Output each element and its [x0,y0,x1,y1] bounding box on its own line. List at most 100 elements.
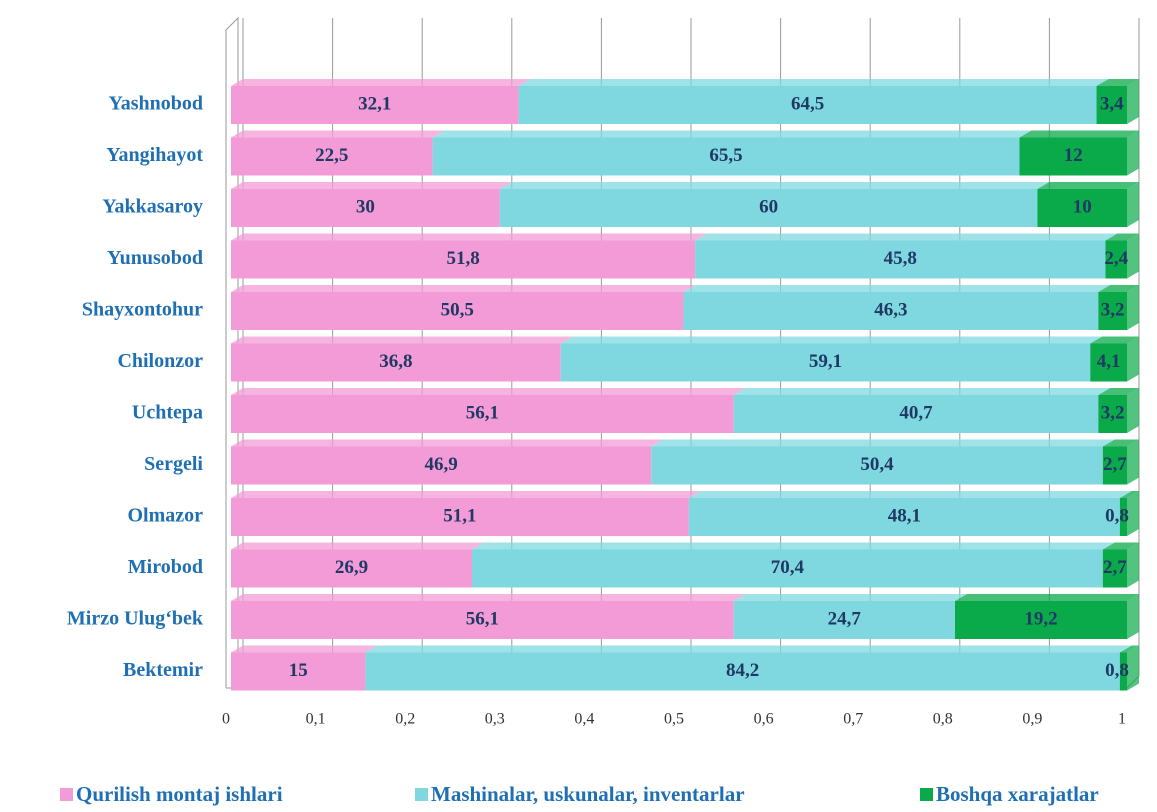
bar-top [1037,182,1139,189]
bar [472,549,1103,588]
category-label: Chilonzor [117,350,203,372]
bar-top [432,130,1032,138]
bar-side [1127,130,1139,176]
bar [231,395,734,433]
bar [733,395,1099,433]
bar [231,498,689,536]
x-tick-label: 0 [222,711,230,728]
data-label: 51,8 [446,248,479,269]
bar [432,137,1020,176]
bar [231,549,473,588]
bar-side [1127,439,1139,485]
bar [1102,446,1127,485]
data-label: 64,5 [791,93,824,114]
data-label: 56,1 [466,608,499,629]
bar [499,189,1038,227]
data-label: 3,4 [1100,93,1124,114]
bar-top [231,79,531,86]
bar [231,292,684,330]
bar-top [1019,130,1139,138]
bar-side [1127,79,1139,124]
x-tick-label: 0,6 [754,711,774,728]
bar [231,601,734,639]
data-label: 48,1 [888,505,921,526]
data-label: 4,1 [1097,351,1121,372]
bar-top [365,645,1132,653]
legend-label: Mashinalar, uskunalar, inventarlar [431,782,745,806]
bar [231,446,652,485]
bar-top [231,542,485,550]
bar-top [231,594,746,601]
bar [231,652,366,691]
bar [365,652,1120,691]
bar-top [1105,233,1139,241]
data-label: 3,2 [1101,402,1125,423]
data-label: 15 [289,660,308,681]
data-label: 19,2 [1024,608,1057,629]
bar [231,240,696,279]
bar-top [560,336,1103,344]
category-label: Shayxontohur [82,299,203,321]
data-label: 50,5 [441,299,474,320]
bar-side [1127,336,1139,382]
legend-swatch [920,788,933,801]
bar [1037,189,1127,227]
bar-top [231,336,573,344]
bar [733,601,955,639]
bar-top [695,233,1118,241]
bar [688,498,1120,536]
x-tick-label: 0,2 [395,711,415,728]
bar [231,86,519,124]
category-label: Yakkasaroy [102,196,203,218]
x-tick-label: 0,1 [306,711,326,728]
x-tick-label: 0,8 [933,711,953,728]
bar [1090,343,1127,382]
bar [683,292,1099,330]
data-label: 65,5 [709,145,742,166]
data-label: 46,9 [424,454,457,475]
bar-top [954,594,1139,601]
bar-top [231,645,378,653]
bar-top [231,491,701,498]
category-label: Yangihayot [106,144,203,166]
bar [651,446,1103,485]
data-label: 2,7 [1103,557,1127,578]
bar [1119,652,1127,691]
x-tick-label: 0,4 [574,711,594,728]
legend-swatch [60,788,73,801]
bar-top [231,285,696,292]
bar-top [733,594,967,601]
data-label: 40,7 [899,402,933,423]
data-label: 0,8 [1105,660,1129,681]
bar-top [231,233,708,241]
data-label: 3,2 [1101,299,1125,320]
bar [560,343,1091,382]
bar [231,343,561,382]
data-label: 51,1 [443,505,476,526]
bar-top [1098,285,1139,292]
bar-top [1096,79,1139,86]
data-label: 32,1 [358,93,391,114]
bar [954,601,1127,639]
x-tick-label: 0,5 [664,711,684,728]
bar-top [231,130,445,138]
bar [1119,498,1127,536]
bar [1098,395,1127,433]
data-label: 26,9 [335,557,368,578]
bar-top [231,439,664,447]
bar-top [472,542,1115,550]
x-tick-label: 0,9 [1022,711,1042,728]
data-label: 46,3 [874,299,907,320]
data-label: 10 [1073,196,1092,217]
legend-label: Qurilish montaj ishlari [76,782,283,806]
category-label: Olmazor [127,505,203,527]
data-label: 0,8 [1105,505,1129,526]
bar [231,137,433,176]
category-label: Yashnobod [108,93,203,115]
bar-side [1127,233,1139,279]
legend-swatch [415,788,428,801]
bar-top [651,439,1115,447]
bar [695,240,1106,279]
data-label: 12 [1064,145,1083,166]
